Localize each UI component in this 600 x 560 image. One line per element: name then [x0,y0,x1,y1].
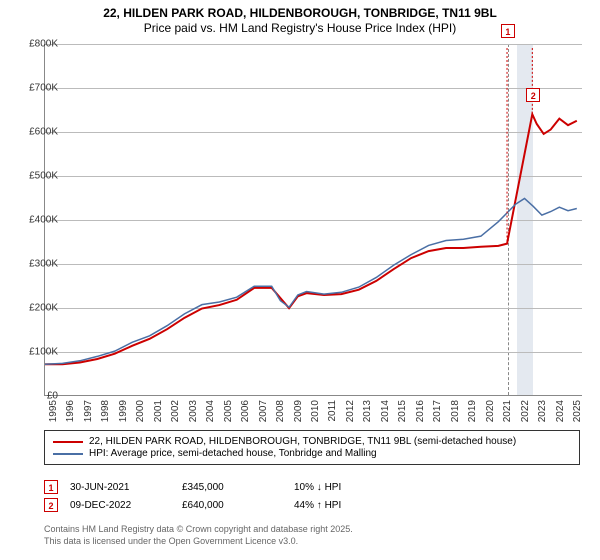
event-marker-box: 2 [44,498,58,512]
y-axis-label: £600K [18,127,58,138]
y-axis-label: £700K [18,83,58,94]
legend-row: HPI: Average price, semi-detached house,… [53,448,571,459]
y-axis-label: £300K [18,259,58,270]
x-axis-label: 2019 [467,400,478,422]
x-axis-label: 2013 [362,400,373,422]
marker-label-2: 2 [526,88,540,102]
x-axis-label: 1995 [48,400,59,422]
x-axis-label: 2006 [240,400,251,422]
x-axis-label: 2009 [293,400,304,422]
x-axis-label: 2003 [188,400,199,422]
footer-attribution: Contains HM Land Registry data © Crown c… [44,524,580,547]
x-axis-label: 2014 [380,400,391,422]
event-row: 1 30-JUN-2021 £345,000 10% ↓ HPI [44,480,580,494]
x-axis-label: 2011 [327,400,338,422]
x-axis-label: 2015 [397,400,408,422]
x-axis-label: 2017 [432,400,443,422]
x-axis-label: 2002 [170,400,181,422]
x-axis-label: 2008 [275,400,286,422]
legend-swatch [53,441,83,443]
x-axis-label: 2016 [415,400,426,422]
x-axis-label: 2020 [485,400,496,422]
series-hpi [45,198,577,364]
event-price: £345,000 [182,482,282,493]
legend-swatch [53,453,83,455]
event-marker-box: 1 [44,480,58,494]
x-axis-label: 2005 [223,400,234,422]
event-row: 2 09-DEC-2022 £640,000 44% ↑ HPI [44,498,580,512]
x-axis-label: 2021 [502,400,513,422]
event-price: £640,000 [182,500,282,511]
y-axis-label: £200K [18,303,58,314]
x-axis-label: 2023 [537,400,548,422]
y-axis-label: £800K [18,39,58,50]
x-axis-label: 1998 [100,400,111,422]
x-axis-label: 2000 [135,400,146,422]
title-address: 22, HILDEN PARK ROAD, HILDENBOROUGH, TON… [10,6,590,20]
chart-plot-area: 12 [44,44,582,396]
x-axis-label: 2018 [450,400,461,422]
x-axis-label: 2001 [153,400,164,422]
y-axis-label: £400K [18,215,58,226]
footer-line2: This data is licensed under the Open Gov… [44,536,580,548]
x-axis-label: 1999 [118,400,129,422]
event-date: 09-DEC-2022 [70,500,170,511]
x-axis-label: 2007 [258,400,269,422]
legend-text: 22, HILDEN PARK ROAD, HILDENBOROUGH, TON… [89,436,516,447]
x-axis-label: 2022 [520,400,531,422]
event-date: 30-JUN-2021 [70,482,170,493]
event-pct: 10% ↓ HPI [294,482,394,493]
x-axis-label: 2024 [555,400,566,422]
chart-svg [45,44,582,395]
x-axis-label: 2010 [310,400,321,422]
x-axis-label: 2004 [205,400,216,422]
chart-legend: 22, HILDEN PARK ROAD, HILDENBOROUGH, TON… [44,430,580,465]
footer-line1: Contains HM Land Registry data © Crown c… [44,524,580,536]
x-axis-label: 1997 [83,400,94,422]
x-axis-label: 2025 [572,400,583,422]
series-price_paid [45,114,577,364]
legend-row: 22, HILDEN PARK ROAD, HILDENBOROUGH, TON… [53,436,571,447]
x-axis-label: 1996 [65,400,76,422]
y-axis-label: £100K [18,347,58,358]
legend-text: HPI: Average price, semi-detached house,… [89,448,377,459]
y-axis-label: £500K [18,171,58,182]
event-pct: 44% ↑ HPI [294,500,394,511]
marker-label-1: 1 [501,24,515,38]
x-axis-label: 2012 [345,400,356,422]
event-table: 1 30-JUN-2021 £345,000 10% ↓ HPI 2 09-DEC-202… [44,476,580,516]
